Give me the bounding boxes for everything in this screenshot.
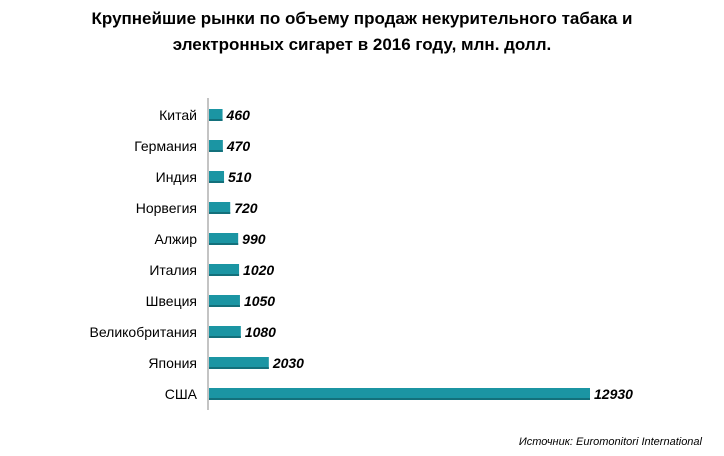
- bar-3: [209, 202, 231, 214]
- bar-edge-1: [209, 150, 223, 152]
- category-labels: Китай Германия Индия Норвегия Алжир Италия Шве…: [89, 107, 197, 402]
- category-label-6: Швеция: [146, 293, 197, 309]
- bar-edge-6: [209, 305, 240, 307]
- value-label-9: 12930: [594, 386, 633, 402]
- category-label-4: Алжир: [155, 231, 198, 247]
- value-label-2: 510: [228, 169, 252, 185]
- category-label-8: Япония: [148, 355, 197, 371]
- value-labels: 460 470 510 720 990 1020 1050 1080 2030 12930: [226, 107, 634, 402]
- bar-edge-5: [209, 274, 240, 276]
- chart-title-line-2: электронных сигарет в 2016 году, млн. до…: [172, 35, 552, 54]
- category-label-5: Италия: [149, 262, 197, 278]
- bar-6: [209, 295, 240, 307]
- value-label-0: 460: [226, 107, 251, 123]
- bar-0: [209, 109, 223, 121]
- bar-edge-2: [209, 181, 225, 183]
- bar-edge-7: [209, 336, 241, 338]
- value-label-8: 2030: [272, 355, 304, 371]
- bar-2: [209, 171, 225, 183]
- source-note: Источник: Euromonitori International: [518, 436, 702, 448]
- category-label-9: США: [165, 386, 198, 402]
- value-label-3: 720: [234, 200, 258, 216]
- category-label-2: Индия: [156, 169, 197, 185]
- category-label-7: Великобритания: [89, 324, 197, 340]
- bar-1: [209, 140, 223, 152]
- chart-title: Крупнейшие рынки по объему продаж некури…: [0, 6, 724, 58]
- bar-edge-0: [209, 119, 223, 121]
- category-label-3: Норвегия: [136, 200, 197, 216]
- bar-7: [209, 326, 241, 338]
- category-label-0: Китай: [159, 107, 197, 123]
- bar-9: [209, 388, 590, 400]
- bar-5: [209, 264, 240, 276]
- category-label-1: Германия: [134, 138, 197, 154]
- value-label-4: 990: [242, 231, 266, 247]
- value-label-6: 1050: [244, 293, 275, 309]
- bar-8: [209, 357, 269, 369]
- bars-layer: [209, 109, 590, 400]
- bar-4: [209, 233, 239, 245]
- bar-edge-8: [209, 367, 269, 369]
- bar-edge-3: [209, 212, 231, 214]
- value-label-5: 1020: [243, 262, 274, 278]
- bar-edge-4: [209, 243, 239, 245]
- chart-title-line-1: Крупнейшие рынки по объему продаж некури…: [91, 9, 633, 28]
- value-label-7: 1080: [245, 324, 276, 340]
- value-label-1: 470: [226, 138, 251, 154]
- bar-edge-9: [209, 398, 590, 400]
